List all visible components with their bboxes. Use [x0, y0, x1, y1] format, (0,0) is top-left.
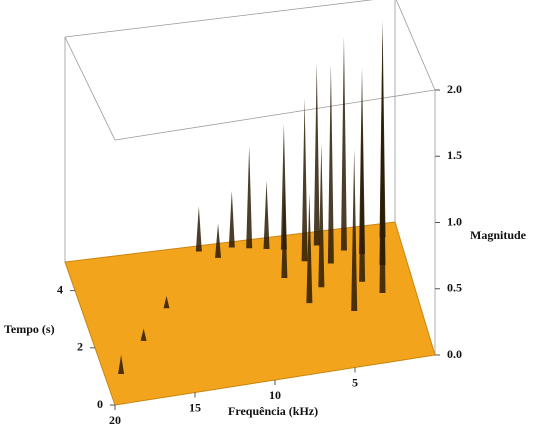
peak [195, 206, 202, 252]
z-tick-label: 0.0 [447, 347, 462, 361]
peak [215, 223, 222, 258]
peak [318, 142, 325, 288]
y-tick-label: 0 [97, 397, 103, 411]
z-tick-label: 1.5 [447, 148, 462, 162]
peak [306, 192, 313, 304]
peak [327, 64, 334, 264]
peak [140, 328, 147, 341]
x-tick-label: 10 [269, 388, 281, 402]
box-edge [64, 36, 116, 141]
peak [163, 296, 170, 309]
z-tick-label: 0.5 [447, 281, 462, 295]
peak [359, 67, 365, 254]
z-tick-label: 2.0 [447, 82, 462, 96]
y-axis-title: Tempo (s) [4, 322, 55, 336]
box-edge [114, 89, 436, 141]
x-axis-title: Frequência (kHz) [228, 404, 318, 418]
peak [246, 145, 253, 249]
y-tick-label: 2 [77, 340, 83, 354]
z-axis-title: Magnitude [470, 228, 527, 242]
peak [379, 19, 386, 238]
peak [280, 123, 287, 250]
x-tick-label: 5 [352, 375, 358, 389]
peak [340, 36, 347, 251]
x-tick-label: 15 [189, 400, 201, 414]
peak [301, 98, 308, 262]
z-tick-label: 1.0 [447, 214, 462, 228]
peak [351, 149, 358, 311]
y-tick-label: 4 [57, 282, 63, 296]
x-tick-label: 20 [109, 413, 121, 427]
peak [228, 190, 235, 248]
peak [118, 354, 125, 374]
box-edge [395, 0, 436, 91]
surface [64, 221, 436, 406]
box-edge [64, 0, 374, 38]
peak [263, 180, 270, 249]
peak [313, 62, 320, 246]
